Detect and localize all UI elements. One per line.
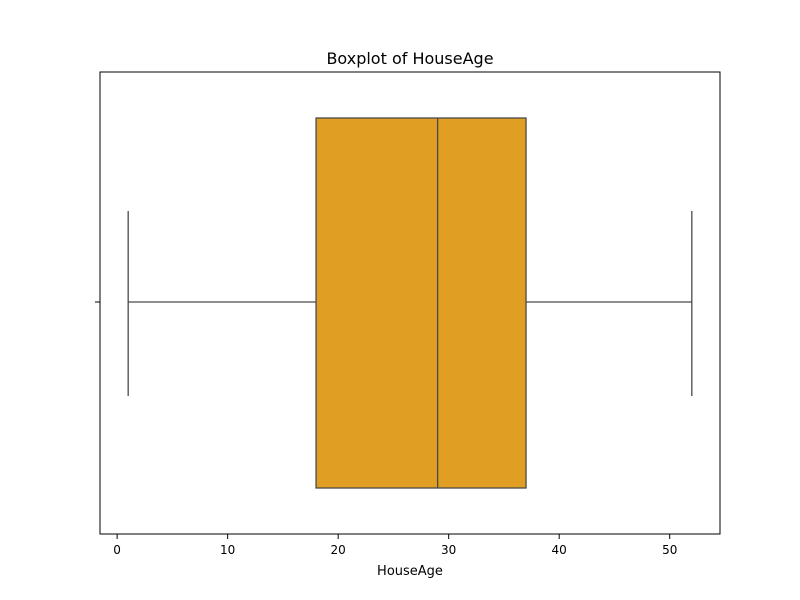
chart-title: Boxplot of HouseAge — [326, 49, 493, 68]
x-tick-label: 20 — [331, 543, 346, 557]
iqr-box — [315, 117, 527, 489]
x-axis-label: HouseAge — [377, 564, 443, 579]
plot-area: 0 10 20 30 40 50 — [95, 71, 721, 557]
x-tick-label: 50 — [662, 543, 677, 557]
plot-frame — [99, 71, 721, 535]
x-tick-label: 40 — [552, 543, 567, 557]
x-tick-label: 10 — [220, 543, 235, 557]
x-tick-label: 30 — [441, 543, 456, 557]
x-axis-ticks: 0 10 20 30 40 50 — [113, 534, 677, 557]
x-tick-label: 0 — [113, 543, 121, 557]
box-group — [127, 117, 693, 489]
